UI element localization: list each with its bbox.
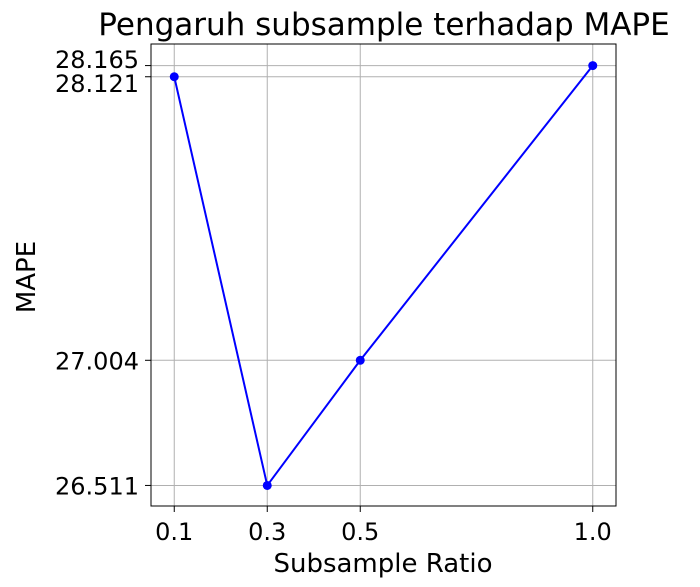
series-line xyxy=(173,64,594,488)
data-point xyxy=(169,72,179,82)
y-axis-label: MAPE xyxy=(12,241,42,313)
data-point xyxy=(262,480,272,490)
y-tick-label: 27.004 xyxy=(55,347,139,375)
plot-area-frame xyxy=(150,43,617,507)
y-tick-label: 26.511 xyxy=(55,472,139,500)
x-axis: 0.1 0.3 0.5 1.0 xyxy=(155,506,612,546)
grid xyxy=(151,44,616,506)
x-tick-label: 1.0 xyxy=(574,518,612,546)
y-tick-label: 28.165 xyxy=(55,46,139,74)
y-tick-label: 28.121 xyxy=(55,70,139,98)
data-point xyxy=(355,355,365,365)
data-point xyxy=(588,61,598,71)
series-group xyxy=(169,61,598,490)
x-tick-label: 0.3 xyxy=(248,518,286,546)
x-tick-label: 0.5 xyxy=(341,518,379,546)
x-tick-label: 0.1 xyxy=(155,518,193,546)
chart-title: Pengaruh subsample terhadap MAPE xyxy=(98,7,669,43)
x-axis-label: Subsample Ratio xyxy=(273,549,492,579)
